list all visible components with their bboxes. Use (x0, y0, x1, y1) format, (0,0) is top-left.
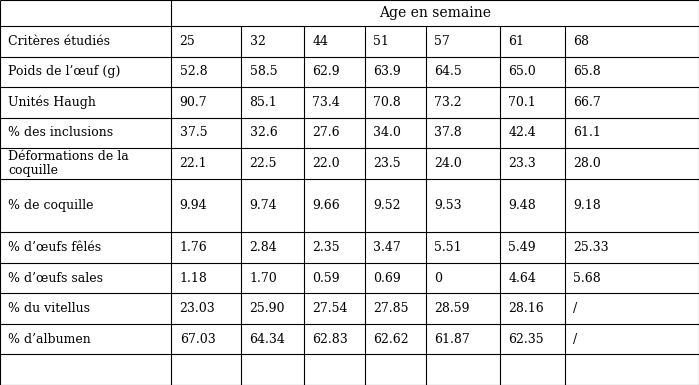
Text: 37.5: 37.5 (180, 126, 208, 139)
Text: 9.52: 9.52 (373, 199, 401, 212)
Text: % de coquille: % de coquille (8, 199, 94, 212)
Text: 37.8: 37.8 (434, 126, 462, 139)
Text: 9.48: 9.48 (508, 199, 536, 212)
Text: 62.35: 62.35 (508, 333, 544, 346)
Text: 57: 57 (434, 35, 450, 48)
Text: 1.70: 1.70 (250, 271, 278, 285)
Text: 5.49: 5.49 (508, 241, 536, 254)
Text: 1.18: 1.18 (180, 271, 208, 285)
Text: Unités Haugh: Unités Haugh (8, 95, 96, 109)
Text: 61.1: 61.1 (573, 126, 601, 139)
Text: 23.03: 23.03 (180, 302, 215, 315)
Text: 51: 51 (373, 35, 389, 48)
Text: 62.9: 62.9 (312, 65, 340, 78)
Text: 28.59: 28.59 (434, 302, 470, 315)
Text: coquille: coquille (8, 164, 59, 177)
Text: % du vitellus: % du vitellus (8, 302, 90, 315)
Text: 9.53: 9.53 (434, 199, 462, 212)
Text: 63.9: 63.9 (373, 65, 401, 78)
Text: 70.1: 70.1 (508, 96, 536, 109)
Text: 23.5: 23.5 (373, 157, 401, 170)
Text: 2.84: 2.84 (250, 241, 278, 254)
Text: 61: 61 (508, 35, 524, 48)
Text: 62.62: 62.62 (373, 333, 409, 346)
Text: 52.8: 52.8 (180, 65, 208, 78)
Text: 25.33: 25.33 (573, 241, 609, 254)
Text: Age en semaine: Age en semaine (379, 6, 491, 20)
Text: 9.18: 9.18 (573, 199, 601, 212)
Text: 34.0: 34.0 (373, 126, 401, 139)
Text: 27.54: 27.54 (312, 302, 348, 315)
Text: 32.6: 32.6 (250, 126, 278, 139)
Text: 5.68: 5.68 (573, 271, 601, 285)
Text: 66.7: 66.7 (573, 96, 601, 109)
Text: 22.5: 22.5 (250, 157, 277, 170)
Text: % des inclusions: % des inclusions (8, 126, 113, 139)
Text: 58.5: 58.5 (250, 65, 278, 78)
Text: 9.66: 9.66 (312, 199, 340, 212)
Text: 62.83: 62.83 (312, 333, 348, 346)
Text: 42.4: 42.4 (508, 126, 536, 139)
Text: Déformations de la: Déformations de la (8, 150, 129, 163)
Text: 9.94: 9.94 (180, 199, 208, 212)
Text: 24.0: 24.0 (434, 157, 462, 170)
Text: 85.1: 85.1 (250, 96, 278, 109)
Text: 0.69: 0.69 (373, 271, 401, 285)
Text: 1.76: 1.76 (180, 241, 208, 254)
Text: 0.59: 0.59 (312, 271, 340, 285)
Text: 4.64: 4.64 (508, 271, 536, 285)
Text: 27.85: 27.85 (373, 302, 409, 315)
Text: Critères étudiés: Critères étudiés (8, 35, 110, 48)
Text: 73.2: 73.2 (434, 96, 462, 109)
Text: 65.8: 65.8 (573, 65, 601, 78)
Text: % d’albumen: % d’albumen (8, 333, 91, 346)
Text: % d’œufs fêlés: % d’œufs fêlés (8, 241, 101, 254)
Text: 64.5: 64.5 (434, 65, 462, 78)
Text: Poids de l’œuf (g): Poids de l’œuf (g) (8, 65, 121, 78)
Text: 25: 25 (180, 35, 196, 48)
Text: 22.1: 22.1 (180, 157, 208, 170)
Text: 67.03: 67.03 (180, 333, 215, 346)
Text: 5.51: 5.51 (434, 241, 462, 254)
Text: 0: 0 (434, 271, 442, 285)
Text: 70.8: 70.8 (373, 96, 401, 109)
Text: 22.0: 22.0 (312, 157, 340, 170)
Text: 28.16: 28.16 (508, 302, 544, 315)
Text: 61.87: 61.87 (434, 333, 470, 346)
Text: 28.0: 28.0 (573, 157, 601, 170)
Text: 25.90: 25.90 (250, 302, 285, 315)
Text: 32: 32 (250, 35, 266, 48)
Text: 65.0: 65.0 (508, 65, 536, 78)
Text: 3.47: 3.47 (373, 241, 401, 254)
Text: 27.6: 27.6 (312, 126, 340, 139)
Text: 23.3: 23.3 (508, 157, 536, 170)
Text: 68: 68 (573, 35, 589, 48)
Text: 64.34: 64.34 (250, 333, 285, 346)
Text: 44: 44 (312, 35, 329, 48)
Text: % d’œufs sales: % d’œufs sales (8, 271, 103, 285)
Text: 73.4: 73.4 (312, 96, 340, 109)
Text: /: / (573, 333, 577, 346)
Text: 2.35: 2.35 (312, 241, 340, 254)
Text: 9.74: 9.74 (250, 199, 278, 212)
Text: 90.7: 90.7 (180, 96, 208, 109)
Text: /: / (573, 302, 577, 315)
